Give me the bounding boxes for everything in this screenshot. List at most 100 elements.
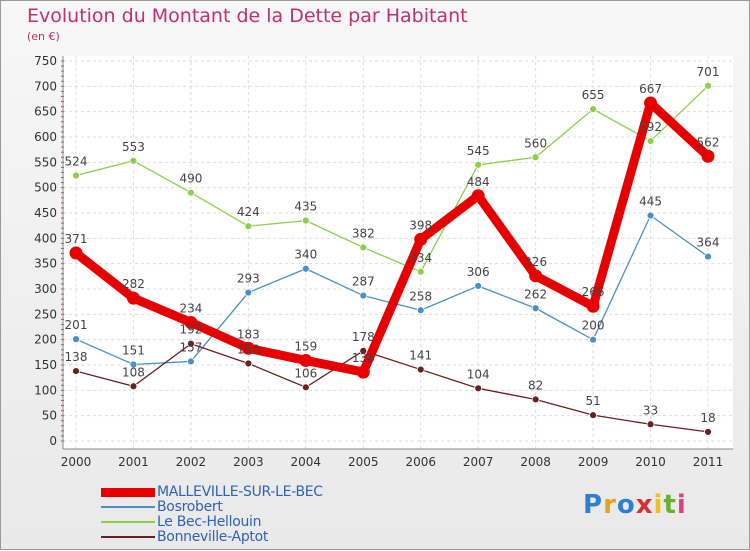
y-tick-label: 700 — [34, 79, 57, 93]
data-point — [69, 246, 83, 260]
data-label: 592 — [639, 120, 662, 134]
data-label: 371 — [65, 232, 88, 246]
x-tick-label: 2001 — [118, 455, 149, 469]
data-point — [184, 315, 198, 329]
data-point — [529, 269, 543, 283]
data-label: 106 — [294, 366, 317, 380]
x-tick-label: 2007 — [463, 455, 494, 469]
x-tick-label: 2008 — [520, 455, 551, 469]
data-point — [359, 291, 368, 300]
data-label: 51 — [585, 394, 600, 408]
data-point — [359, 243, 368, 252]
data-point — [72, 171, 80, 180]
data-label: 157 — [179, 340, 202, 354]
data-label: 266 — [582, 285, 605, 299]
data-label: 200 — [582, 319, 605, 333]
data-point — [704, 427, 712, 436]
series-line — [71, 98, 713, 377]
y-tick-label: 750 — [34, 54, 57, 68]
data-label: 364 — [697, 236, 720, 250]
data-label: 258 — [409, 289, 432, 303]
data-point — [531, 153, 540, 162]
legend-label: Bonneville-Aptot — [157, 529, 269, 545]
data-point — [299, 353, 313, 367]
x-tick-label: 2004 — [291, 455, 322, 469]
data-label: 192 — [179, 323, 202, 337]
legend-swatch — [101, 487, 155, 497]
data-label: 524 — [65, 155, 88, 169]
data-label: 151 — [122, 343, 145, 357]
data-label: 490 — [179, 172, 202, 186]
y-tick-label: 600 — [34, 130, 57, 144]
legend-swatch — [101, 506, 155, 508]
data-label: 306 — [467, 265, 490, 279]
data-point — [244, 359, 253, 368]
data-point — [531, 304, 540, 313]
y-tick-label: 100 — [34, 383, 57, 397]
legend-item: Bosrobert — [101, 499, 361, 515]
data-label: 701 — [697, 65, 720, 79]
data-label: 484 — [467, 175, 490, 189]
data-label: 141 — [409, 349, 432, 363]
x-tick-label: 2011 — [693, 455, 724, 469]
data-point — [241, 341, 255, 355]
data-label: 104 — [467, 367, 490, 381]
legend-swatch — [101, 536, 155, 538]
data-point — [187, 188, 195, 197]
data-label: 667 — [639, 82, 662, 96]
proxiti-logo: Proxiti — [583, 490, 687, 520]
data-point — [129, 382, 138, 391]
data-point — [646, 137, 655, 145]
data-label: 655 — [582, 88, 605, 102]
data-point — [356, 365, 370, 379]
data-point — [187, 339, 195, 348]
data-label: 33 — [643, 403, 658, 417]
x-tick-label: 2005 — [348, 455, 379, 469]
data-point — [301, 216, 310, 225]
data-label: 201 — [65, 318, 88, 332]
x-tick-label: 2009 — [578, 455, 609, 469]
data-label: 560 — [524, 136, 547, 150]
data-point — [416, 365, 425, 374]
y-tick-label: 0 — [49, 434, 57, 448]
data-label: 183 — [237, 327, 260, 341]
data-point — [414, 232, 428, 246]
y-tick-label: 300 — [34, 282, 57, 296]
legend-label: MALLEVILLE-SUR-LE-BEC — [157, 484, 323, 500]
y-tick-label: 350 — [34, 257, 57, 271]
data-label: 234 — [179, 301, 202, 315]
legend-item: Le Bec-Hellouin — [101, 514, 361, 530]
data-point — [416, 267, 425, 276]
chart-title: Evolution du Montant de la Dette par Hab… — [27, 5, 468, 27]
series-line — [75, 343, 709, 433]
data-label: 424 — [237, 205, 260, 219]
data-label: 562 — [697, 135, 720, 149]
x-tick-label: 2006 — [405, 455, 436, 469]
y-tick-label: 650 — [34, 105, 57, 119]
data-label: 398 — [409, 218, 432, 232]
y-tick-label: 400 — [34, 231, 57, 245]
data-label: 178 — [352, 330, 375, 344]
data-label: 553 — [122, 140, 145, 154]
data-label: 293 — [237, 272, 260, 286]
data-point — [359, 346, 368, 355]
data-label: 18 — [700, 411, 715, 425]
data-label: 445 — [639, 195, 662, 209]
legend-label: Bosrobert — [157, 499, 223, 515]
data-point — [244, 288, 253, 297]
y-tick-label: 450 — [34, 206, 57, 220]
data-label: 334 — [409, 251, 432, 265]
series-line — [75, 85, 709, 273]
data-point — [589, 411, 597, 420]
chart-subtitle: (en €) — [27, 30, 60, 43]
data-label: 340 — [294, 248, 317, 262]
x-tick-label: 2003 — [233, 455, 264, 469]
y-tick-label: 50 — [42, 409, 57, 423]
data-label: 153 — [237, 342, 260, 356]
data-label: 382 — [352, 226, 375, 240]
data-point — [531, 395, 540, 404]
data-point — [187, 357, 195, 366]
data-point — [72, 335, 80, 344]
